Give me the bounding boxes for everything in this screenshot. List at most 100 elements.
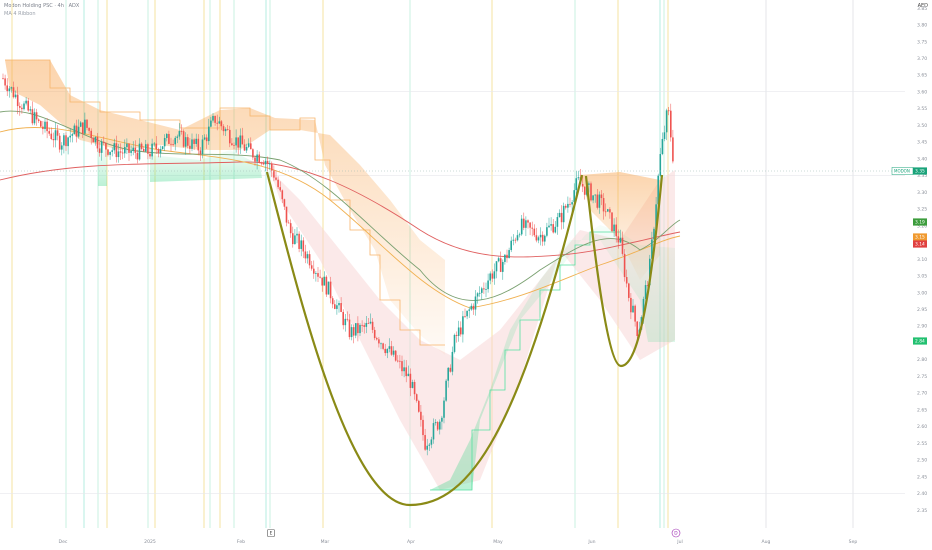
candle [577,170,580,181]
candle-body [334,304,336,309]
candle-body [636,321,638,337]
candle [392,346,395,357]
candle [37,118,40,123]
candle-body [275,177,277,180]
candle-body [355,323,357,336]
candle-body [73,125,76,135]
y-tick-label: 3.60 [917,89,927,95]
y-tick-label: 2.95 [917,307,927,313]
candle [4,74,6,90]
candle-body [178,131,181,137]
candle [472,303,475,315]
candle [296,227,298,244]
candle-body [409,373,412,388]
candle [434,419,437,426]
candle-body [75,125,78,137]
candle [281,189,284,203]
candle-body [222,126,225,132]
candle [25,96,27,106]
candle [121,148,124,160]
candle-body [8,88,11,92]
candle [201,135,204,159]
candle-body [474,296,477,310]
candle-body [121,152,124,154]
green-band-3 [150,150,262,182]
candle [220,120,223,131]
candle [537,235,540,244]
candle-body [497,258,500,262]
candle [294,229,296,245]
y-tick-label: 2.45 [917,474,927,480]
candle-body [155,143,158,150]
candle [630,293,632,320]
candle [518,232,521,238]
candle-body [447,367,449,381]
candle [411,379,414,389]
candle-body [430,439,433,445]
candle-body [581,183,584,187]
candle-body [65,135,67,147]
candle [615,217,617,243]
candle-body [478,292,481,294]
candle-body [197,138,200,151]
candle-body [258,154,260,163]
candle [420,405,422,427]
candle-body [628,283,630,298]
candle-body [191,139,193,149]
candle [361,320,363,332]
candle [575,171,578,198]
orange-step-line [5,59,445,346]
candle [342,309,344,330]
candle-body [644,285,647,299]
candle-body [544,235,546,242]
candle [279,181,281,193]
candle [403,359,405,378]
candle-body [268,163,271,165]
candle-body [340,303,342,312]
candle [520,214,523,236]
handle-curve [584,174,664,368]
candle-body [659,154,662,176]
candle [107,148,109,157]
candle [544,234,546,246]
candle [451,346,454,376]
candle [355,323,357,339]
candle [292,226,294,248]
candle [325,275,328,297]
candle-body [195,138,197,144]
candle-body [462,316,464,335]
candle-body [172,144,174,145]
candle [336,299,338,315]
candle-body [302,240,305,252]
candle [474,290,477,316]
candle [180,124,183,135]
candle [491,269,494,283]
candle-body [554,226,557,233]
candle-body [350,327,353,338]
y-tick-label: 3.40 [917,156,927,162]
candle-body [71,134,74,136]
candle-body [88,127,90,131]
candle-body [308,254,311,266]
candle-body [27,100,29,111]
candle [285,206,288,227]
candle-body [386,348,389,354]
price-tag-value: 3.15 [915,235,925,241]
candle-body [546,227,548,236]
candle-body [642,298,645,318]
indicator-legend[interactable]: MA 4 Ribbon [4,11,36,17]
candle-body [571,202,573,205]
candle-body [98,148,101,153]
candle-body [214,115,216,123]
price-tag-symbol: MODON [894,169,910,174]
candle-body [16,94,19,107]
candle [46,118,48,139]
candle [315,271,317,282]
candle-body [663,132,666,139]
candle [598,191,601,214]
candle-body [317,273,319,277]
candle-body [653,228,655,240]
candle-body [468,309,470,311]
